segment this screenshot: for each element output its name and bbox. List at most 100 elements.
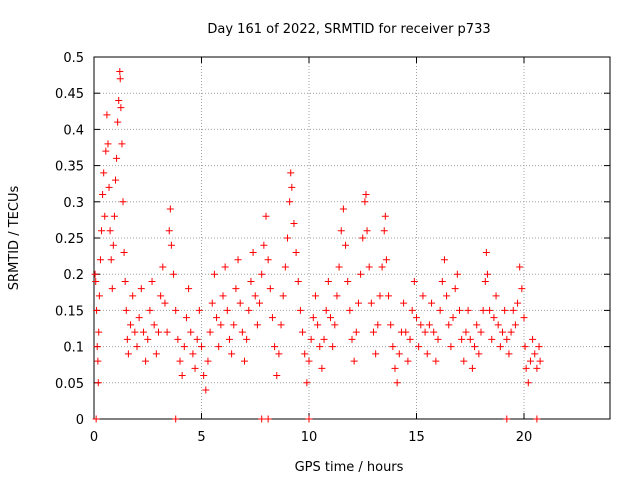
- data-point: [118, 140, 126, 148]
- data-point: [123, 335, 131, 343]
- x-axis-label: GPS time / hours: [295, 460, 404, 475]
- data-point: [258, 270, 266, 278]
- data-point: [217, 321, 225, 329]
- data-point: [172, 415, 180, 423]
- data-point: [305, 357, 313, 365]
- x-tick-label: 5: [197, 430, 205, 445]
- data-point: [105, 183, 113, 191]
- data-point: [292, 248, 300, 256]
- data-point: [440, 256, 448, 264]
- data-point: [182, 314, 190, 322]
- data-point: [462, 328, 470, 336]
- data-point: [286, 198, 294, 206]
- data-point: [262, 212, 270, 220]
- y-tick-label: 0.5: [63, 51, 84, 66]
- data-point: [200, 372, 208, 380]
- data-point: [488, 335, 496, 343]
- data-point: [230, 321, 238, 329]
- data-point: [460, 357, 468, 365]
- data-point: [219, 292, 227, 300]
- data-point: [290, 220, 298, 228]
- data-point: [187, 328, 195, 336]
- data-point: [496, 343, 504, 351]
- data-point: [337, 227, 345, 235]
- data-point: [241, 357, 248, 365]
- data-point: [507, 328, 515, 336]
- data-point: [415, 343, 423, 351]
- data-point: [434, 335, 442, 343]
- data-point: [146, 306, 154, 314]
- data-point: [202, 386, 210, 394]
- data-point: [301, 350, 309, 358]
- data-point: [93, 306, 101, 314]
- data-point: [395, 350, 403, 358]
- data-point: [174, 335, 182, 343]
- data-point: [275, 350, 283, 358]
- data-point: [167, 241, 175, 249]
- data-point: [346, 306, 354, 314]
- data-point: [198, 343, 205, 351]
- data-point: [481, 277, 489, 285]
- data-point: [362, 191, 370, 199]
- data-point: [258, 415, 266, 423]
- data-point: [520, 314, 528, 322]
- data-point: [305, 415, 313, 423]
- gridlines: [94, 57, 610, 419]
- x-tick-label: 0: [90, 430, 98, 445]
- data-point: [271, 343, 279, 351]
- data-point: [445, 321, 453, 329]
- data-point: [316, 343, 324, 351]
- data-point: [137, 285, 145, 293]
- data-point: [150, 321, 158, 329]
- data-point: [206, 328, 214, 336]
- data-point: [479, 306, 487, 314]
- data-point: [367, 299, 375, 307]
- data-point: [180, 343, 188, 351]
- data-point: [477, 328, 485, 336]
- data-point: [378, 263, 386, 271]
- data-point: [524, 379, 532, 387]
- data-point: [166, 205, 174, 213]
- data-point: [449, 314, 457, 322]
- data-point: [443, 292, 451, 300]
- data-point: [458, 335, 466, 343]
- data-point: [215, 343, 223, 351]
- data-point: [438, 277, 446, 285]
- data-point: [419, 292, 427, 300]
- data-point: [342, 241, 350, 249]
- data-point: [107, 256, 115, 264]
- data-point: [148, 277, 156, 285]
- data-point: [511, 321, 519, 329]
- data-point: [131, 328, 139, 336]
- data-point: [152, 350, 160, 358]
- data-point: [516, 263, 524, 271]
- data-point: [348, 335, 356, 343]
- data-point: [170, 270, 178, 278]
- data-point: [374, 321, 382, 329]
- data-point: [425, 321, 433, 329]
- data-point: [116, 75, 124, 83]
- data-point: [133, 343, 141, 351]
- data-point: [294, 277, 302, 285]
- data-point: [518, 285, 526, 293]
- data-point: [249, 248, 257, 256]
- data-point: [389, 343, 397, 351]
- data-point: [514, 299, 522, 307]
- data-point: [210, 270, 218, 278]
- data-point: [223, 306, 231, 314]
- data-point: [453, 270, 461, 278]
- data-point: [522, 364, 530, 372]
- data-point: [112, 176, 119, 184]
- data-point: [483, 270, 491, 278]
- chart-title: Day 161 of 2022, SRMTID for receiver p73…: [207, 22, 490, 37]
- data-point: [354, 299, 362, 307]
- y-tick-label: 0.3: [63, 196, 84, 211]
- data-point: [109, 241, 117, 249]
- data-point: [357, 270, 365, 278]
- data-point: [277, 321, 285, 329]
- data-point: [329, 343, 337, 351]
- data-point: [387, 321, 395, 329]
- data-point: [178, 372, 186, 380]
- data-point: [322, 306, 330, 314]
